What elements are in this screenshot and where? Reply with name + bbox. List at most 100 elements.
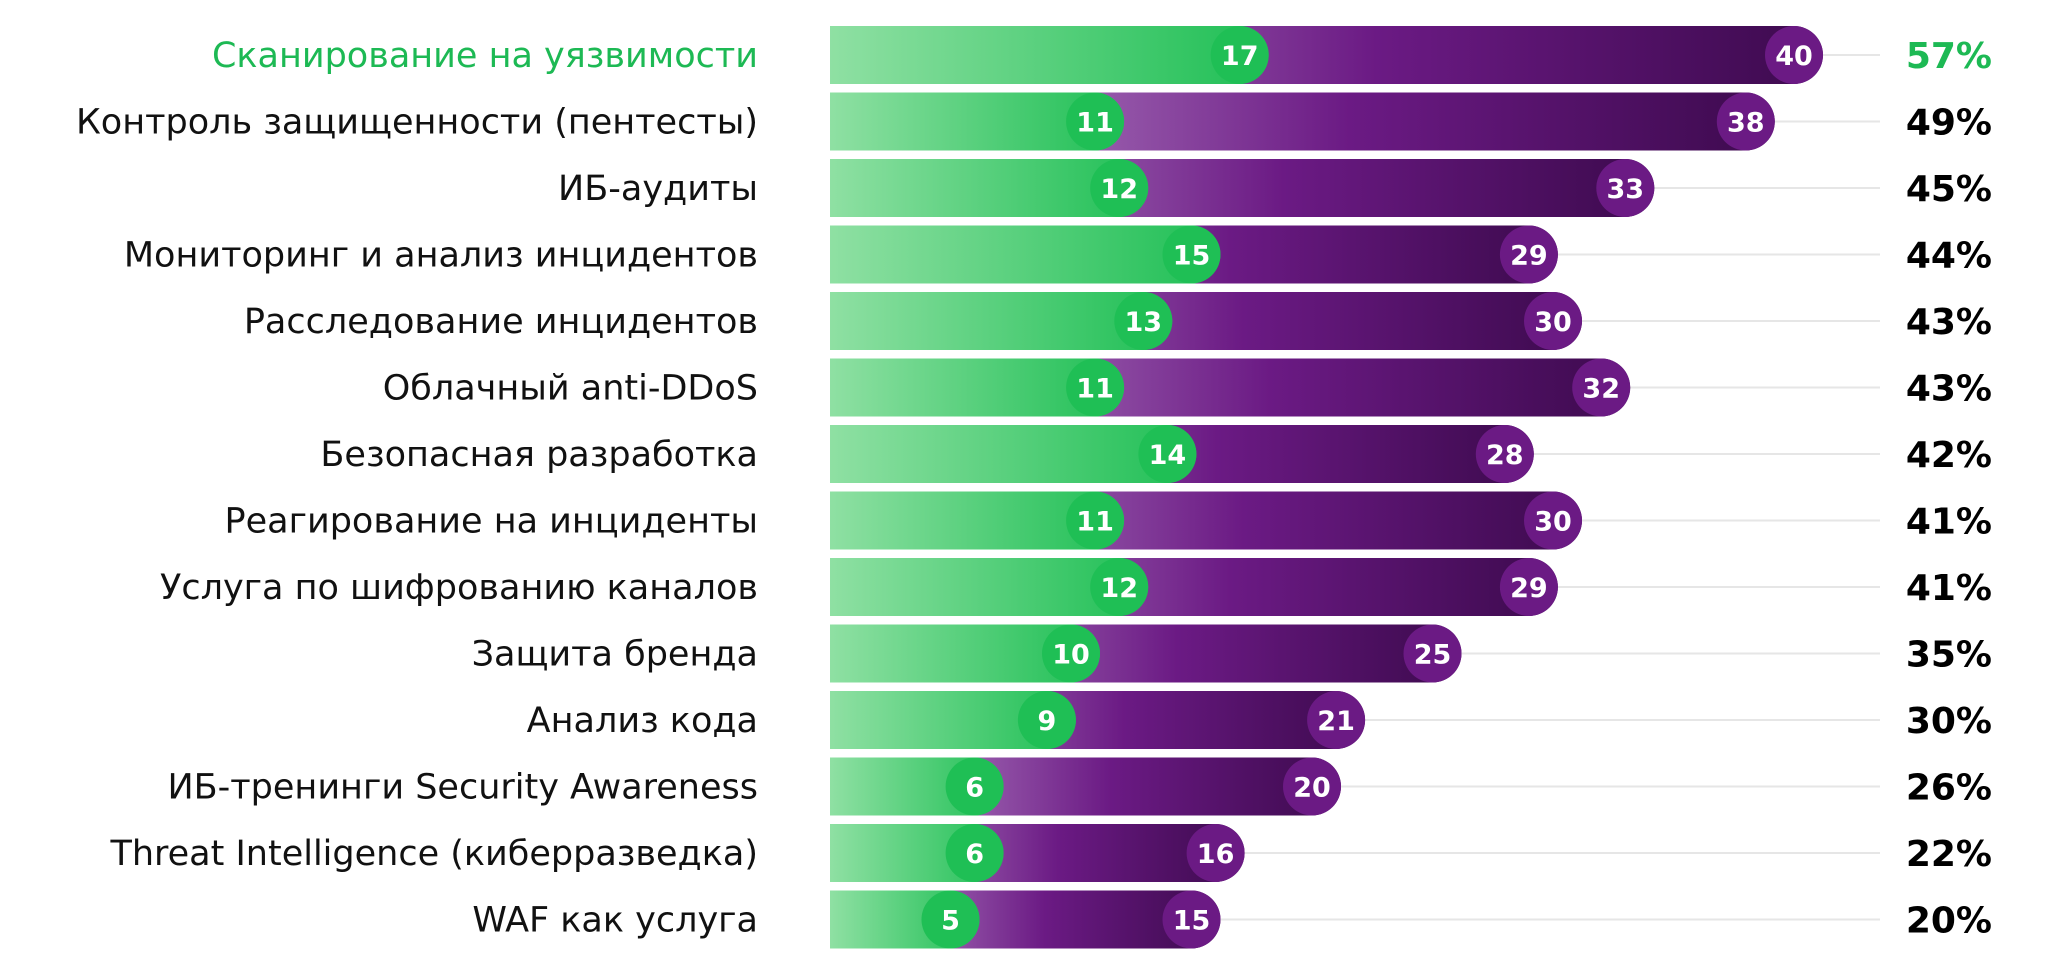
value-pill-series-2 <box>1499 225 1558 284</box>
chart-row: 9 21 Анализ кода 30% <box>527 691 1992 749</box>
bar-series-1 <box>830 159 1149 217</box>
data-label-series-1: 15 <box>1173 241 1211 272</box>
total-percent-label: 43% <box>1906 369 1992 410</box>
value-pill-series-2 <box>1475 425 1534 483</box>
category-label: ИБ-тренинги Security Awareness <box>167 768 758 808</box>
total-percent-label: 49% <box>1906 103 1992 144</box>
data-label-series-1: 11 <box>1076 108 1114 139</box>
data-label-series-2: 28 <box>1486 440 1524 471</box>
data-label-series-2: 15 <box>1173 906 1211 937</box>
value-pill-series-1 <box>1090 159 1149 217</box>
data-label-series-1: 6 <box>965 839 984 870</box>
data-label-series-1: 5 <box>941 906 960 937</box>
value-pill-series-1 <box>945 757 1004 816</box>
bar-series-1 <box>830 624 1100 683</box>
data-label-series-2: 21 <box>1317 706 1355 737</box>
data-label-series-1: 13 <box>1125 307 1163 338</box>
value-pill-series-2 <box>1403 624 1462 683</box>
data-label-series-2: 16 <box>1197 839 1235 870</box>
total-percent-label: 45% <box>1906 169 1992 210</box>
data-label-series-2: 25 <box>1414 640 1452 671</box>
category-label: Облачный anti-DDoS <box>383 369 758 409</box>
value-pill-series-2 <box>1162 890 1221 949</box>
value-pill-series-1 <box>921 890 980 949</box>
category-label: Контроль защищенности (пентесты) <box>76 103 758 143</box>
data-label-series-1: 17 <box>1221 41 1259 72</box>
chart-row: 12 33 ИБ-аудиты 45% <box>558 159 1992 217</box>
data-label-series-2: 40 <box>1775 41 1813 72</box>
category-label: Мониторинг и анализ инцидентов <box>124 236 758 276</box>
value-pill-series-1 <box>1017 691 1076 749</box>
category-label: Сканирование на уязвимости <box>212 36 758 76</box>
total-percent-label: 44% <box>1906 236 1992 277</box>
category-label: ИБ-аудиты <box>558 169 758 209</box>
value-pill-series-2 <box>1499 558 1558 616</box>
total-percent-label: 42% <box>1906 435 1992 476</box>
total-percent-label: 43% <box>1906 302 1992 343</box>
chart-row: 10 25 Защита бренда 35% <box>472 624 1992 683</box>
total-percent-label: 35% <box>1906 635 1992 676</box>
bar-series-1 <box>830 358 1125 417</box>
total-percent-label: 22% <box>1906 834 1992 875</box>
chart-row: 14 28 Безопасная разработка 42% <box>320 425 1992 483</box>
data-label-series-1: 12 <box>1100 573 1138 604</box>
data-label-series-1: 10 <box>1052 640 1090 671</box>
chart-row: 17 40 Сканирование на уязвимости 57% <box>212 26 1992 84</box>
value-pill-series-1 <box>1138 425 1197 483</box>
total-percent-label: 26% <box>1906 768 1992 809</box>
chart-row: 6 20 ИБ-тренинги Security Awareness 26% <box>167 757 1992 816</box>
bar-series-1 <box>830 491 1125 550</box>
total-percent-label: 20% <box>1906 901 1992 942</box>
chart-row: 15 29 Мониторинг и анализ инцидентов 44% <box>124 225 1992 284</box>
bar-series-1 <box>830 225 1221 284</box>
chart-row: 13 30 Расследование инцидентов 43% <box>244 292 1992 350</box>
data-label-series-2: 32 <box>1582 374 1620 405</box>
value-pill-series-1 <box>1162 225 1221 284</box>
data-label-series-2: 29 <box>1510 241 1548 272</box>
value-pill-series-1 <box>1042 624 1100 683</box>
category-label: Реагирование на инциденты <box>224 502 758 542</box>
bar-series-1 <box>830 691 1076 749</box>
value-pill-series-2 <box>1307 691 1366 749</box>
value-pill-series-2 <box>1524 292 1582 350</box>
bar-series-1 <box>830 425 1197 483</box>
value-pill-series-2 <box>1572 358 1631 417</box>
total-percent-label: 30% <box>1906 701 1992 742</box>
bar-series-1 <box>830 558 1149 616</box>
value-pill-series-1 <box>1090 558 1149 616</box>
data-label-series-2: 38 <box>1727 108 1765 139</box>
total-percent-label: 41% <box>1906 568 1992 609</box>
data-label-series-1: 9 <box>1038 706 1057 737</box>
value-pill-series-1 <box>1066 92 1125 151</box>
total-percent-label: 57% <box>1906 36 1992 77</box>
data-label-series-2: 30 <box>1534 307 1572 338</box>
total-percent-label: 41% <box>1906 502 1992 543</box>
chart-row: 11 38 Контроль защищенности (пентесты) 49% <box>76 92 1992 151</box>
category-label: Расследование инцидентов <box>244 302 758 342</box>
data-label-series-1: 11 <box>1076 374 1114 405</box>
category-label: Защита бренда <box>472 635 758 675</box>
data-label-series-1: 12 <box>1100 174 1138 205</box>
data-label-series-1: 14 <box>1149 440 1187 471</box>
value-pill-series-2 <box>1765 26 1823 84</box>
value-pill-series-2 <box>1596 159 1655 217</box>
bar-series-1 <box>830 26 1269 84</box>
value-pill-series-2 <box>1524 491 1582 550</box>
category-label: Безопасная разработка <box>320 435 758 475</box>
value-pill-series-2 <box>1283 757 1341 816</box>
value-pill-series-2 <box>1186 824 1245 882</box>
value-pill-series-1 <box>1066 358 1125 417</box>
category-label: Услуга по шифрованию каналов <box>160 568 758 608</box>
data-label-series-2: 33 <box>1607 174 1645 205</box>
bar-series-1 <box>830 92 1125 151</box>
data-label-series-2: 29 <box>1510 573 1548 604</box>
category-label: Анализ кода <box>527 701 758 741</box>
chart-row: 11 32 Облачный anti-DDoS 43% <box>383 358 1992 417</box>
data-label-series-1: 11 <box>1076 507 1114 538</box>
category-label: Threat Intelligence (киберразведка) <box>109 834 758 874</box>
value-pill-series-1 <box>945 824 1004 882</box>
value-pill-series-1 <box>1114 292 1173 350</box>
chart-row: 11 30 Реагирование на инциденты 41% <box>224 491 1992 550</box>
data-label-series-1: 6 <box>965 773 984 804</box>
